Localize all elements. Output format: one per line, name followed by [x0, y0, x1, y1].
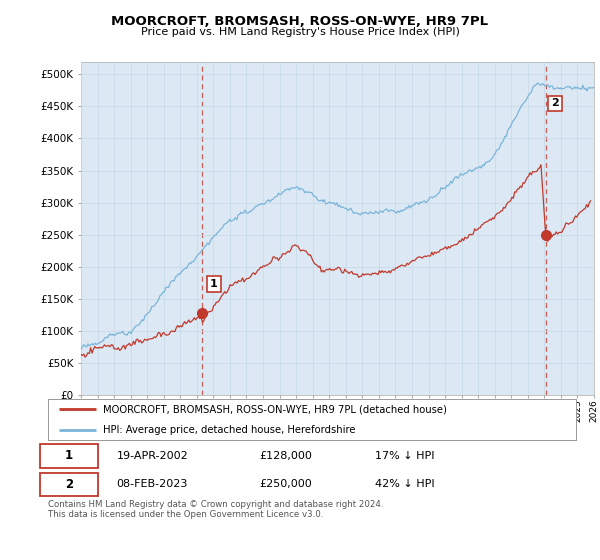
Text: £250,000: £250,000 — [259, 479, 312, 489]
FancyBboxPatch shape — [40, 444, 98, 468]
Text: 08-FEB-2023: 08-FEB-2023 — [116, 479, 188, 489]
Text: 17% ↓ HPI: 17% ↓ HPI — [376, 451, 435, 461]
Text: 19-APR-2002: 19-APR-2002 — [116, 451, 188, 461]
Text: HPI: Average price, detached house, Herefordshire: HPI: Average price, detached house, Here… — [103, 424, 356, 435]
Text: MOORCROFT, BROMSASH, ROSS-ON-WYE, HR9 7PL (detached house): MOORCROFT, BROMSASH, ROSS-ON-WYE, HR9 7P… — [103, 404, 448, 414]
Text: 2: 2 — [551, 99, 559, 109]
Text: MOORCROFT, BROMSASH, ROSS-ON-WYE, HR9 7PL: MOORCROFT, BROMSASH, ROSS-ON-WYE, HR9 7P… — [112, 15, 488, 28]
Text: 1: 1 — [210, 279, 218, 289]
Text: 2: 2 — [65, 478, 73, 491]
Text: 1: 1 — [65, 449, 73, 463]
Text: Price paid vs. HM Land Registry's House Price Index (HPI): Price paid vs. HM Land Registry's House … — [140, 27, 460, 37]
Text: Contains HM Land Registry data © Crown copyright and database right 2024.
This d: Contains HM Land Registry data © Crown c… — [48, 500, 383, 519]
Text: 42% ↓ HPI: 42% ↓ HPI — [376, 479, 435, 489]
FancyBboxPatch shape — [40, 473, 98, 496]
Text: £128,000: £128,000 — [259, 451, 312, 461]
